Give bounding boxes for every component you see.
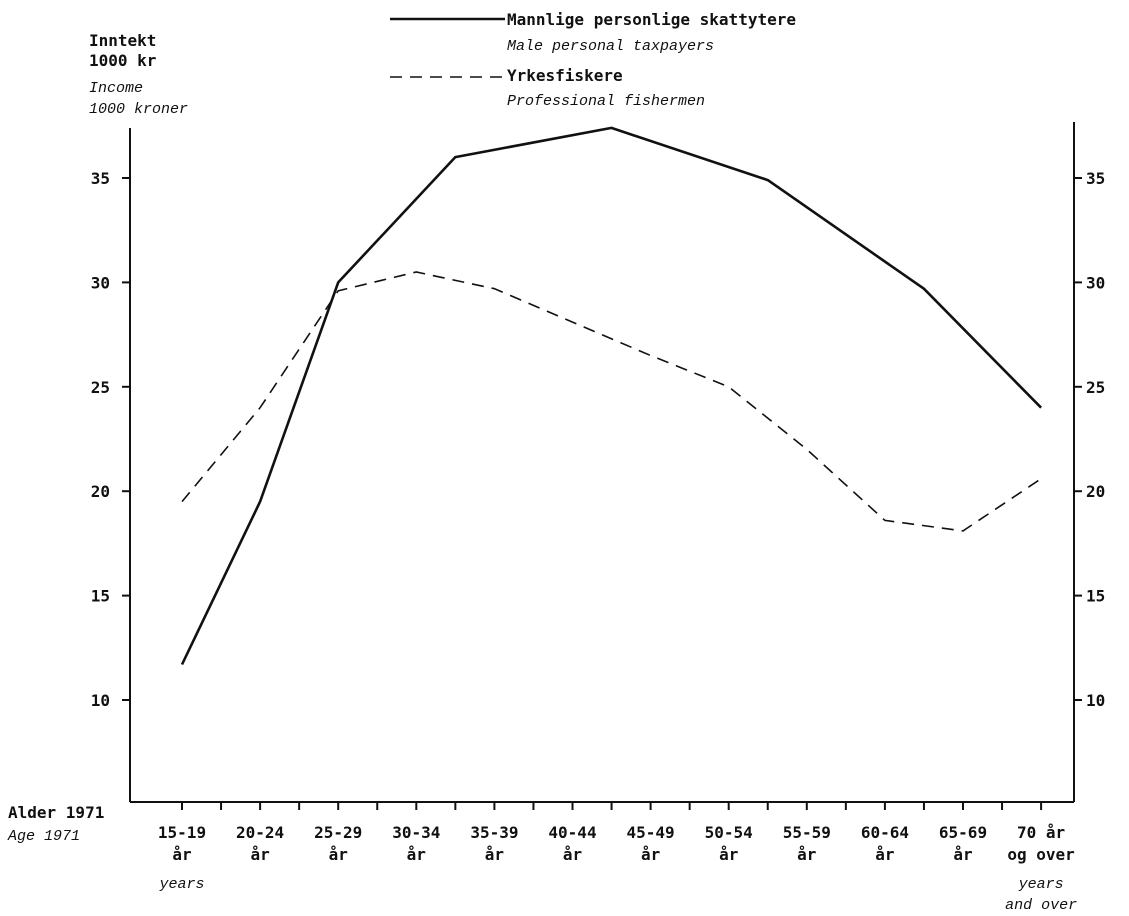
- x-tick-label-9-line2: år: [875, 845, 894, 864]
- right-axis-ticks: 10 15 20 25 30 35: [1074, 169, 1105, 710]
- x-tick-label-6-line2: år: [641, 845, 660, 864]
- y-tick-label-left-15: 15: [91, 587, 110, 606]
- left-axis-ticks: 10 15 20 25 30 35: [91, 169, 130, 710]
- x-tick-label-9-line1: 60-64: [861, 823, 909, 842]
- x-tick-label-5-line2: år: [563, 845, 582, 864]
- series-line-male-taxpayers: [180, 126, 1043, 666]
- y-tick-label-left-30: 30: [91, 273, 110, 292]
- x-tick-label-10-line1: 65-69: [939, 823, 987, 842]
- legend-dashed-label: Yrkesfiskere: [507, 66, 623, 85]
- series-line-fishermen: [181, 271, 1042, 532]
- x-tick-label-0-line1: 15-19: [158, 823, 206, 842]
- x-tick-label-4-line1: 35-39: [470, 823, 518, 842]
- y-title-en-line1: Income: [89, 80, 143, 97]
- x-tick-label-8-line1: 55-59: [783, 823, 831, 842]
- y-tick-label-right-20: 20: [1086, 482, 1105, 501]
- y-title-en-line2: 1000 kroner: [89, 101, 188, 118]
- legend: Mannlige personlige skattytere Male pers…: [390, 10, 796, 110]
- x-tick-label-3-line2: år: [407, 845, 426, 864]
- x-axis-ticks: 15-19 år years 20-24 år 25-29 år 30-34 år 35-39 år…: [158, 802, 1077, 914]
- x-tick-label-11-line2: og over: [1007, 845, 1074, 864]
- x-tick-label-1-line2: år: [250, 845, 269, 864]
- x-tick-label-11-line4: and over: [1005, 897, 1077, 914]
- x-title-en: Age 1971: [7, 828, 80, 845]
- y-tick-label-right-30: 30: [1086, 273, 1105, 292]
- y-title-no-line1: Inntekt: [89, 31, 156, 50]
- y-tick-label-right-35: 35: [1086, 169, 1105, 188]
- y-tick-label-left-20: 20: [91, 482, 110, 501]
- y-tick-label-left-25: 25: [91, 378, 110, 397]
- y-axis-title: Inntekt 1000 kr Income 1000 kroner: [89, 31, 188, 118]
- x-axis-title: Alder 1971 Age 1971: [7, 803, 104, 845]
- legend-solid-label-en: Male personal taxpayers: [507, 38, 714, 55]
- y-tick-label-left-10: 10: [91, 691, 110, 710]
- x-tick-label-2-line2: år: [329, 845, 348, 864]
- x-tick-label-7-line2: år: [719, 845, 738, 864]
- y-tick-label-right-25: 25: [1086, 378, 1105, 397]
- legend-dashed-label-en: Professional fishermen: [507, 93, 705, 110]
- x-tick-label-6-line1: 45-49: [627, 823, 675, 842]
- x-tick-label-4-line2: år: [485, 845, 504, 864]
- x-tick-label-11-line3: years: [1018, 876, 1064, 893]
- y-tick-label-right-15: 15: [1086, 587, 1105, 606]
- legend-solid-label: Mannlige personlige skattytere: [507, 10, 796, 29]
- series-layer: [180, 126, 1043, 666]
- x-tick-label-8-line2: år: [797, 845, 816, 864]
- y-title-no-line2: 1000 kr: [89, 51, 156, 70]
- x-tick-label-3-line1: 30-34: [392, 823, 440, 842]
- x-title-no: Alder 1971: [8, 803, 104, 822]
- x-tick-label-5-line1: 40-44: [548, 823, 596, 842]
- y-tick-label-left-35: 35: [91, 169, 110, 188]
- x-tick-label-0-line3: years: [158, 876, 204, 893]
- y-tick-label-right-10: 10: [1086, 691, 1105, 710]
- x-tick-label-2-line1: 25-29: [314, 823, 362, 842]
- x-tick-label-10-line2: år: [953, 845, 972, 864]
- x-tick-label-7-line1: 50-54: [705, 823, 753, 842]
- x-tick-label-1-line1: 20-24: [236, 823, 284, 842]
- x-tick-label-11-line1: 70 år: [1017, 823, 1065, 842]
- x-tick-label-0-line2: år: [172, 845, 191, 864]
